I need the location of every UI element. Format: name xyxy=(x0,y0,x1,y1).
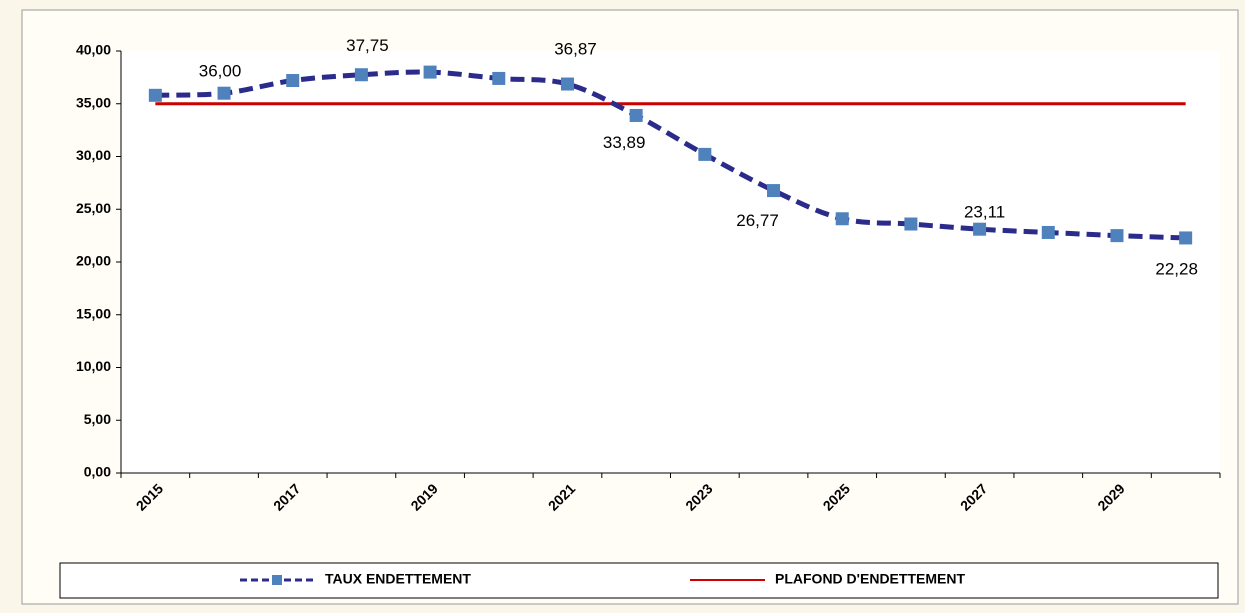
value-label: 36,00 xyxy=(199,62,242,81)
marker xyxy=(767,184,781,198)
value-label: 22,28 xyxy=(1155,259,1198,278)
legend-marker xyxy=(272,575,282,585)
series-line xyxy=(155,69,1186,241)
marker xyxy=(423,65,437,79)
marker xyxy=(1041,225,1055,239)
plot-area xyxy=(121,51,1220,473)
marker xyxy=(904,217,918,231)
y-tick-label: 40,00 xyxy=(76,42,111,58)
y-tick-label: 0,00 xyxy=(84,464,111,480)
marker xyxy=(1179,231,1193,245)
legend-label: PLAFOND D'ENDETTEMENT xyxy=(775,571,965,587)
value-label: 23,11 xyxy=(964,203,1005,222)
y-tick-label: 10,00 xyxy=(76,358,111,374)
value-label: 33,89 xyxy=(603,133,646,152)
marker xyxy=(629,108,643,122)
value-label: 26,77 xyxy=(736,211,779,230)
marker xyxy=(560,77,574,91)
marker xyxy=(148,88,162,102)
value-label: 36,87 xyxy=(554,40,597,59)
legend-box xyxy=(59,562,1219,599)
y-tick-label: 20,00 xyxy=(76,253,111,269)
marker xyxy=(973,222,987,236)
marker xyxy=(286,74,300,88)
marker xyxy=(492,71,506,85)
y-tick-label: 35,00 xyxy=(76,94,111,110)
y-tick-label: 5,00 xyxy=(84,411,111,427)
y-tick-label: 15,00 xyxy=(76,305,111,321)
y-tick-label: 30,00 xyxy=(76,147,111,163)
marker xyxy=(217,86,231,100)
marker xyxy=(1110,229,1124,243)
legend-label: TAUX ENDETTEMENT xyxy=(325,571,471,587)
marker xyxy=(835,212,849,226)
value-label: 37,75 xyxy=(346,36,389,55)
y-tick-label: 25,00 xyxy=(76,200,111,216)
marker xyxy=(698,147,712,161)
marker xyxy=(354,68,368,82)
